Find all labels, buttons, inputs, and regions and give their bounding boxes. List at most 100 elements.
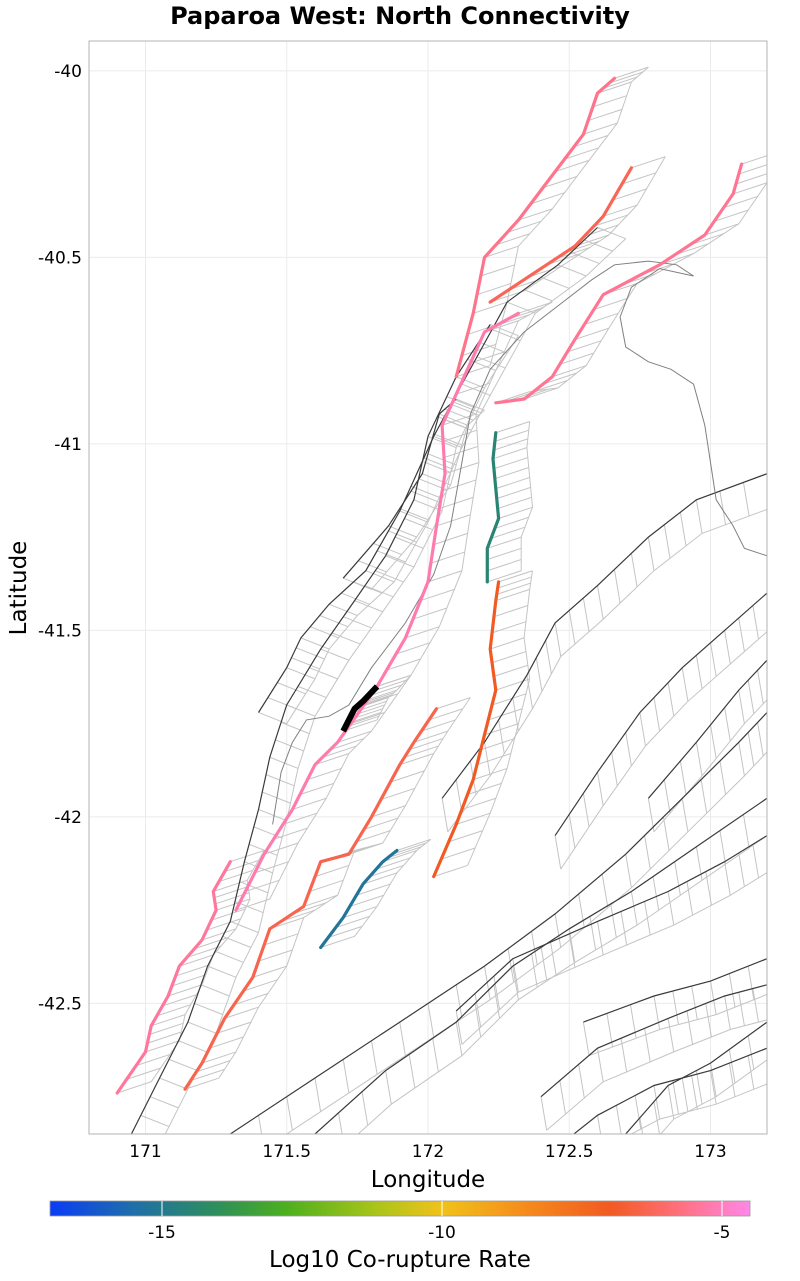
fault-surface-rung: [376, 857, 411, 870]
fault-surface-rung: [194, 937, 229, 950]
fault-surface-rung: [474, 1003, 482, 1038]
fault-surface-rung: [568, 933, 576, 968]
fault-surface-rung: [399, 510, 429, 523]
fault-surface-rung: [439, 413, 468, 426]
y-tick-label: -42.5: [38, 994, 82, 1014]
fault-surface-rung: [162, 994, 197, 1007]
fault-surface-rung: [215, 898, 251, 911]
fault-surface-rung: [319, 615, 349, 628]
fault-surface-rung: [766, 660, 767, 664]
fault-surface-rung: [583, 122, 618, 135]
fault-surface-rung: [724, 707, 731, 742]
fault-surface-rung: [432, 1038, 439, 1072]
fault-surface-rung: [540, 946, 548, 980]
fault-surface-rung: [307, 767, 342, 781]
fault-surface-rung: [490, 526, 526, 539]
fault-surface-rung: [757, 722, 764, 757]
fault-surface-rung: [387, 846, 422, 859]
fault-surface-rung: [467, 782, 502, 796]
colorbar-title: Log10 Co-rupture Rate: [269, 1247, 531, 1273]
fault-surface-rung: [738, 617, 745, 652]
fault-surface-rung: [695, 655, 703, 689]
fault-surface-rung: [523, 289, 553, 302]
fault-surface-rung: [681, 667, 689, 702]
fault-surface-rung: [456, 365, 491, 378]
x-tick-label: 173: [694, 1142, 726, 1162]
fault-traces: [130, 227, 767, 1134]
fault-surface-rung: [484, 245, 519, 258]
fault-surface-rung: [506, 301, 536, 314]
coloured-fault-trace: [234, 311, 521, 912]
fault-surface-rung: [592, 95, 627, 108]
fault-surface-rung: [452, 401, 481, 414]
fault-surface-rung: [388, 530, 417, 543]
fault-surface-rung: [597, 772, 604, 806]
fault-surface-rung: [196, 1060, 231, 1073]
fault-surface-rung: [540, 1096, 548, 1131]
fault-surface-rung: [427, 453, 457, 466]
fault-surface-rung: [570, 251, 600, 265]
fault-surface-rung: [245, 879, 280, 893]
fault-surface-rung: [535, 657, 543, 692]
fault-surface-rung: [766, 835, 767, 839]
fault-trace: [314, 797, 767, 1134]
fault-surface-rung: [747, 680, 755, 714]
fault-surface-rung: [728, 973, 736, 1008]
fault-surface-rung: [667, 682, 675, 717]
fault-surface-rung: [735, 173, 767, 185]
panel-border: [88, 40, 768, 1135]
fault-surface-rung: [369, 864, 404, 878]
fault-surface-rung: [179, 954, 214, 967]
fault-surface-rung: [554, 913, 562, 948]
fault-surface-rung: [448, 830, 483, 843]
fault-surface-rung: [175, 964, 210, 977]
fault-surface-rung: [752, 844, 760, 878]
fault-surface-rung: [495, 233, 530, 246]
fault-surface-rung: [542, 372, 577, 385]
fault-surface-rung: [679, 760, 687, 795]
fault-surface-rung: [214, 886, 249, 899]
fault-surface-rung: [267, 697, 297, 710]
fault-surface-rung: [752, 988, 760, 1023]
fault-surface-rung: [507, 948, 515, 983]
fault-surface-rung: [409, 738, 444, 751]
fault-surface-rung: [710, 1070, 717, 1105]
fault-surface-rung: [487, 536, 522, 549]
fault-surface-rung: [549, 941, 557, 975]
fault-surface-edge: [447, 508, 767, 833]
fault-surface-rung: [394, 536, 424, 549]
fault-surface-rung: [376, 674, 412, 687]
colorbar: [49, 1200, 751, 1217]
y-axis-ticks: -40 -40.5 -41 -41.5 -42 -42.5: [38, 62, 82, 1015]
fault-surface-rung: [512, 966, 519, 1000]
fault-surface-rung: [615, 1105, 622, 1134]
fault-surface-rung: [691, 985, 698, 1020]
fault-surface-rung: [320, 648, 350, 661]
fault-surface-rung: [557, 264, 587, 277]
fault-surface-rung: [207, 965, 237, 978]
fault-surface-rung: [582, 1022, 590, 1056]
coastline-line: [272, 260, 767, 825]
fault-surface-rung: [495, 588, 530, 602]
x-tick-label: 171: [129, 1142, 161, 1162]
fault-surface-rung: [364, 585, 394, 598]
fault-surface-rung: [456, 398, 485, 411]
fault-surface-rung: [443, 445, 479, 459]
fault-surface-rung: [492, 447, 528, 460]
fault-surface-rung: [399, 1022, 406, 1056]
fault-surface-rung: [254, 861, 289, 874]
target-section: [340, 684, 380, 733]
fault-surface-rung: [186, 945, 221, 958]
fault-surface-edge: [520, 421, 534, 571]
fault-surface-rung: [493, 457, 528, 470]
fault-surface-rung: [584, 312, 619, 325]
fault-surface-rung: [568, 814, 576, 849]
fault-surface-rung: [218, 869, 254, 883]
fault-surface-rung: [587, 108, 623, 122]
fault-trace: [540, 984, 767, 1098]
fault-surface-rung: [328, 925, 363, 939]
fault-surface-rung: [611, 752, 618, 786]
fault-surface-rung: [413, 730, 448, 743]
fault-surface-rung: [766, 798, 767, 802]
fault-surface-rung: [610, 903, 617, 938]
